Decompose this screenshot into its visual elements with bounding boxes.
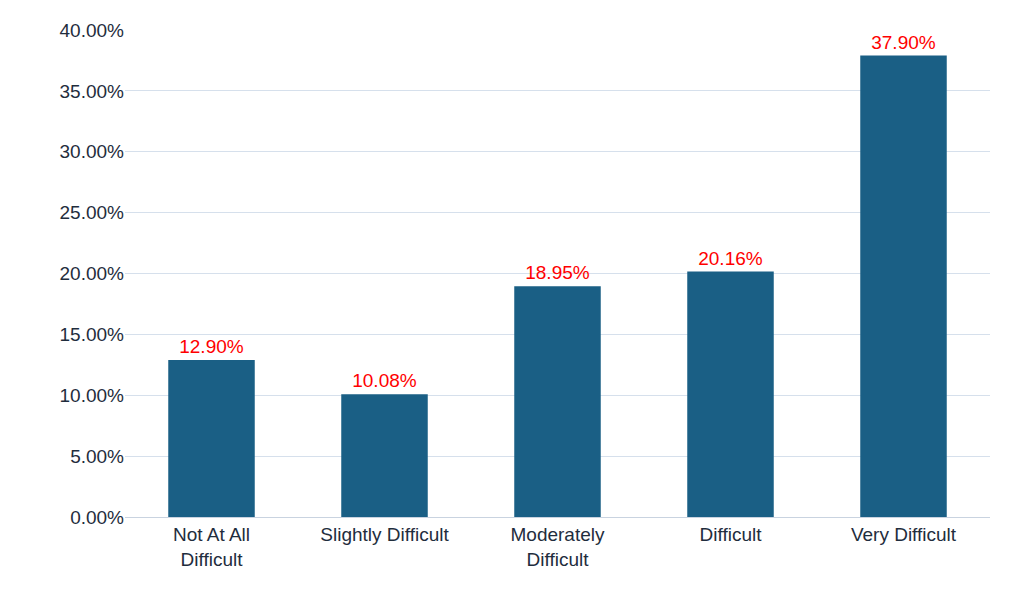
svg-text:25.00%: 25.00%: [60, 202, 125, 223]
svg-text:40.00%: 40.00%: [60, 20, 125, 41]
svg-text:Not At AllDifficult: Not At AllDifficult: [173, 524, 250, 570]
svg-text:37.90%: 37.90%: [871, 32, 936, 53]
svg-text:ModeratelyDifficult: ModeratelyDifficult: [511, 524, 605, 570]
svg-text:12.90%: 12.90%: [179, 336, 244, 357]
svg-text:30.00%: 30.00%: [60, 141, 125, 162]
svg-text:Difficult: Difficult: [700, 524, 763, 545]
svg-text:0.00%: 0.00%: [70, 507, 124, 528]
svg-text:18.95%: 18.95%: [525, 262, 590, 283]
svg-text:15.00%: 15.00%: [60, 324, 125, 345]
svg-text:35.00%: 35.00%: [60, 81, 125, 102]
svg-text:5.00%: 5.00%: [70, 446, 124, 467]
svg-text:20.00%: 20.00%: [60, 263, 125, 284]
svg-text:Slightly Difficult: Slightly Difficult: [320, 524, 449, 545]
svg-text:20.16%: 20.16%: [698, 248, 763, 269]
svg-text:10.00%: 10.00%: [60, 385, 125, 406]
svg-text:10.08%: 10.08%: [352, 370, 417, 391]
svg-text:Very Difficult: Very Difficult: [851, 524, 957, 545]
